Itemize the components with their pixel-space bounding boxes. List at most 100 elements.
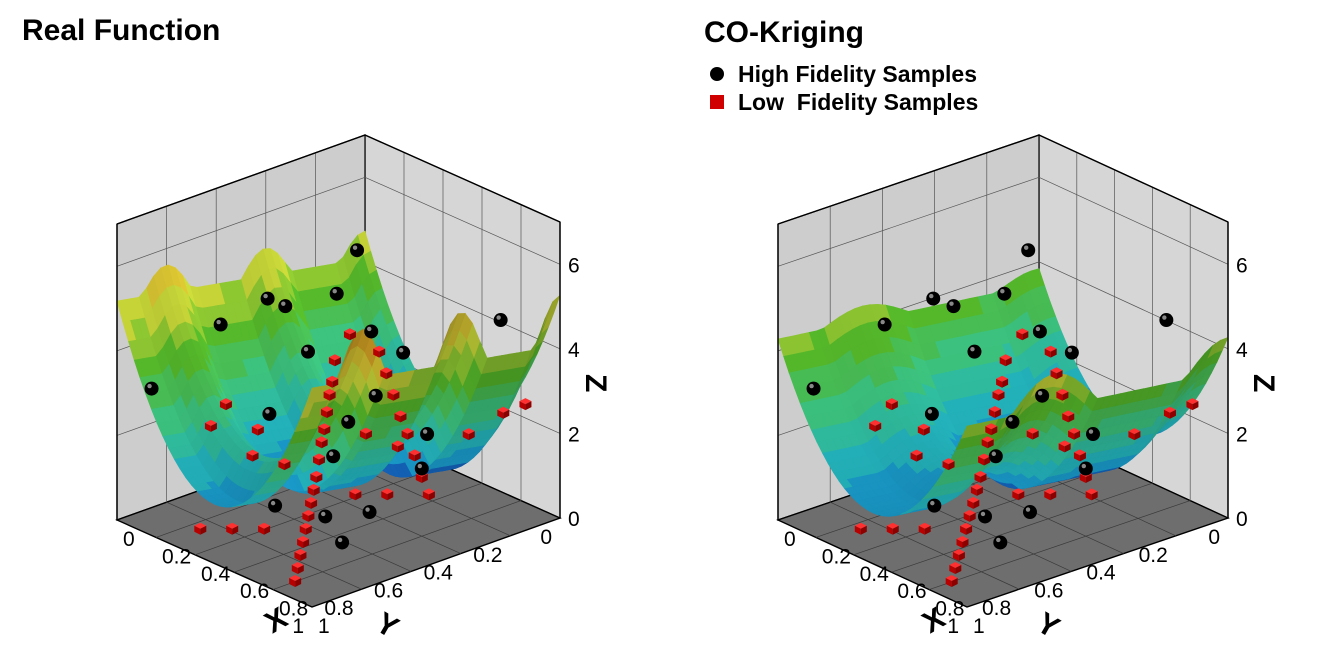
high-fidelity-sample: [335, 535, 350, 550]
high-fidelity-sample: [1064, 345, 1079, 360]
high-fidelity-sample: [1086, 427, 1100, 442]
low-fidelity-sample: [952, 548, 965, 561]
high-fidelity-sample: [927, 498, 942, 513]
low-fidelity-sample: [886, 522, 899, 535]
high-fidelity-sample: [414, 461, 429, 476]
low-fidelity-sample: [278, 458, 291, 471]
high-fidelity-sample: [1021, 243, 1036, 258]
high-fidelity-sample: [364, 324, 379, 339]
low-fidelity-sample: [497, 406, 510, 419]
high-fidelity-sample: [1078, 461, 1093, 476]
low-fidelity-sample: [305, 496, 318, 509]
low-fidelity-sample: [1044, 488, 1057, 501]
low-fidelity-sample: [310, 470, 323, 483]
low-fidelity-sample: [359, 427, 372, 440]
high-fidelity-sample: [278, 299, 293, 314]
z-tick-label: 6: [568, 254, 580, 277]
low-fidelity-sample: [462, 428, 475, 441]
low-fidelity-sample: [956, 535, 969, 548]
x-tick-label: 0.6: [240, 580, 269, 603]
high-fidelity-sample: [967, 344, 982, 359]
low-fidelity-sample: [981, 436, 994, 449]
high-fidelity-sample: [268, 498, 283, 513]
low-fidelity-sample: [854, 522, 867, 535]
high-fidelity-sample: [924, 406, 939, 421]
x-tick-label: 0: [784, 528, 796, 551]
low-fidelity-sample: [988, 406, 1001, 419]
high-fidelity-sample: [946, 299, 961, 314]
low-fidelity-sample: [1056, 388, 1069, 401]
low-fidelity-sample: [349, 488, 362, 501]
high-fidelity-sample: [877, 317, 892, 332]
high-fidelity-sample: [329, 286, 344, 301]
x-tick-label: 0: [123, 528, 135, 551]
high-fidelity-sample: [997, 286, 1012, 301]
y-tick-label: 0.2: [1139, 544, 1168, 567]
low-fidelity-sample: [1062, 410, 1075, 423]
z-axis-label: Z: [579, 374, 612, 392]
low-fidelity-sample: [315, 436, 328, 449]
low-fidelity-sample: [246, 449, 259, 462]
low-fidelity-sample: [318, 423, 331, 436]
legend-item-high-fidelity: High Fidelity Samples: [706, 60, 978, 88]
high-fidelity-sample: [493, 313, 508, 328]
y-tick-label: 0.8: [324, 597, 353, 620]
low-fidelity-sample: [394, 410, 407, 423]
legend-item-low-fidelity: Low Fidelity Samples: [706, 88, 978, 116]
y-axis-label: Y: [1031, 606, 1065, 645]
x-tick-label: 0.6: [897, 580, 926, 603]
low-fidelity-sample: [1163, 406, 1176, 419]
high-fidelity-sample: [396, 345, 411, 360]
y-tick-label: 0.4: [1086, 562, 1116, 585]
low-fidelity-sample: [226, 522, 239, 535]
low-fidelity-sample: [869, 419, 882, 432]
low-fidelity-sample: [299, 522, 312, 535]
black-sphere-icon: [706, 63, 728, 85]
low-fidelity-sample: [960, 522, 973, 535]
high-fidelity-sample: [993, 535, 1008, 550]
low-fidelity-sample: [294, 548, 307, 561]
low-fidelity-sample: [1068, 427, 1081, 440]
low-fidelity-sample: [323, 388, 336, 401]
low-fidelity-sample: [401, 427, 414, 440]
y-axis-label: Y: [370, 606, 404, 645]
low-fidelity-sample: [320, 406, 333, 419]
low-fidelity-sample: [885, 398, 898, 411]
x-tick-label: 0.2: [822, 545, 851, 568]
low-fidelity-sample: [974, 470, 987, 483]
low-fidelity-sample: [258, 522, 271, 535]
legend: High Fidelity Samples Low Fidelity Sampl…: [706, 60, 978, 116]
y-tick-label: 0: [1208, 526, 1220, 549]
low-fidelity-sample: [970, 483, 983, 496]
low-fidelity-sample: [307, 483, 320, 496]
low-fidelity-sample: [992, 388, 1005, 401]
high-fidelity-sample: [978, 509, 992, 524]
low-fidelity-sample: [289, 575, 302, 588]
x-tick-label: 0.8: [935, 598, 964, 621]
z-axis-label: Z: [1247, 374, 1280, 392]
legend-label-high-fidelity: High Fidelity Samples: [738, 60, 977, 87]
high-fidelity-sample: [1159, 313, 1174, 328]
y-tick-label: 0.2: [473, 544, 502, 567]
y-tick-label: 1: [947, 615, 959, 638]
high-fidelity-sample: [806, 381, 821, 396]
x-tick-label: 1: [318, 615, 330, 638]
low-fidelity-sample: [381, 488, 394, 501]
high-fidelity-sample: [1005, 414, 1020, 429]
low-fidelity-sample: [1026, 427, 1039, 440]
high-fidelity-sample: [368, 388, 383, 403]
x-tick-label: 0.4: [201, 563, 231, 586]
high-fidelity-sample: [362, 505, 377, 520]
high-fidelity-sample: [144, 381, 159, 396]
low-fidelity-sample: [985, 423, 998, 436]
right-chart-title: CO-Kriging: [704, 16, 864, 49]
low-fidelity-sample: [999, 354, 1012, 367]
y-tick-label: 1: [292, 615, 304, 638]
y-tick-label: 0.6: [1034, 579, 1063, 602]
high-fidelity-sample: [213, 317, 228, 332]
low-fidelity-sample: [996, 375, 1009, 388]
low-fidelity-sample: [297, 535, 310, 548]
box-edges: [116, 134, 561, 520]
